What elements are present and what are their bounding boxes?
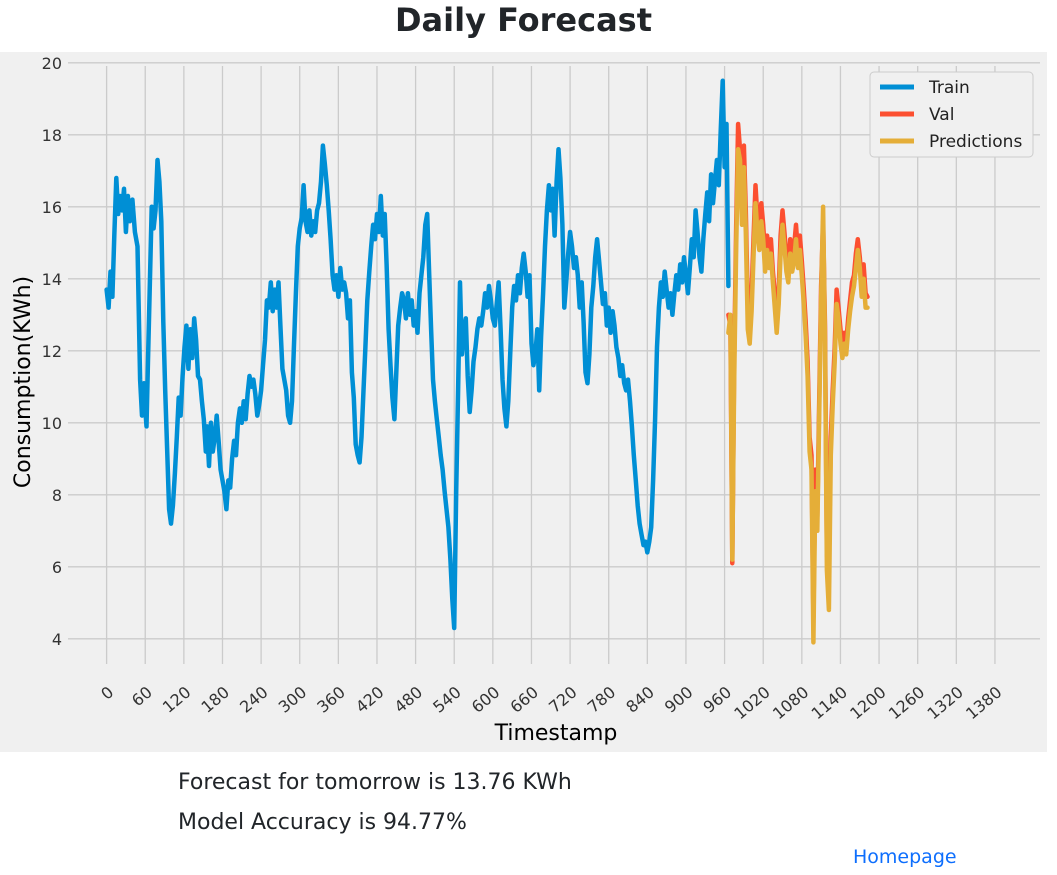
series-line-predictions (726, 146, 870, 645)
y-tick-label: 6 (52, 558, 62, 577)
series-lines (104, 78, 870, 645)
legend-box (869, 71, 1034, 158)
accuracy-text: Model Accuracy is 94.77% (178, 810, 467, 835)
series-line-train (104, 78, 731, 631)
x-axis-label: Timestamp (494, 721, 618, 746)
y-tick-label: 16 (42, 198, 62, 217)
y-axis-label: Consumption(KWh) (11, 276, 36, 488)
legend-label: Predictions (929, 132, 1022, 152)
y-tick-label: 8 (52, 486, 62, 505)
homepage-link[interactable]: Homepage (853, 846, 957, 868)
legend: Train Val Predictions (869, 71, 1034, 158)
y-tick-label: 12 (42, 342, 62, 361)
y-tick-label: 10 (42, 414, 62, 433)
legend-label: Train (928, 78, 970, 98)
forecast-text: Forecast for tomorrow is 13.76 KWh (178, 770, 572, 795)
y-tick-label: 14 (42, 270, 62, 289)
legend-label: Val (929, 105, 954, 125)
y-tick-label: 18 (42, 126, 62, 145)
grid (68, 62, 1040, 664)
page-title: Daily Forecast (394, 1, 653, 39)
y-tick-label: 4 (52, 630, 62, 649)
chart-background (0, 52, 1047, 752)
y-tick-label: 20 (42, 54, 62, 73)
